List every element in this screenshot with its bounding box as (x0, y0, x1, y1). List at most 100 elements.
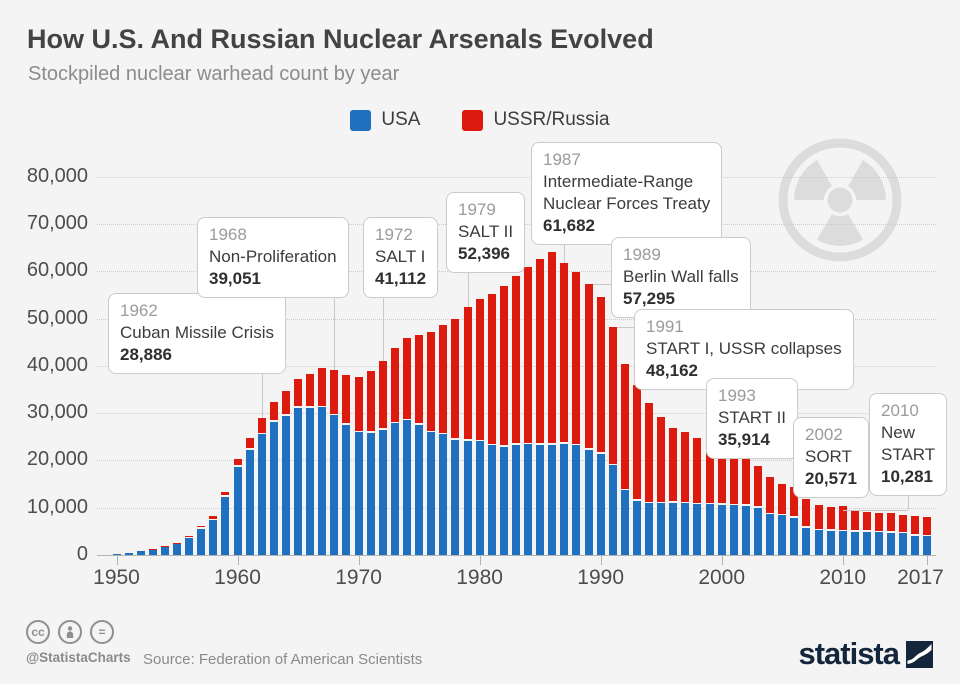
usa-bar (778, 515, 787, 555)
annotation-year: 1962 (120, 301, 158, 320)
ussr-bar (330, 370, 339, 414)
ussr-bar (209, 516, 218, 519)
ussr-bar (390, 348, 399, 422)
annotation-label: SORT (805, 447, 852, 466)
ussr-bar (354, 376, 363, 431)
ussr-bar (705, 443, 714, 503)
annotation-box: 1993 START II 35,914 (706, 378, 799, 459)
annotation-label: START II (718, 408, 787, 427)
usa-bar (862, 531, 871, 555)
ussr-bar (766, 477, 775, 513)
legend: USA USSR/Russia (0, 109, 960, 131)
annotation-box: 2010 New START 10,281 (869, 393, 948, 496)
axis-tick (117, 556, 118, 565)
usa-bar (560, 443, 569, 555)
y-axis-label: 0 (76, 543, 88, 565)
legend-label-ussr: USSR/Russia (493, 109, 610, 130)
annotation-value: 57,295 (623, 289, 675, 308)
usa-bar (511, 444, 520, 555)
usa-bar (160, 546, 169, 555)
ussr-bar (402, 337, 411, 419)
ussr-bar (669, 428, 678, 502)
usa-bar (330, 415, 339, 555)
y-axis-label: 80,000 (26, 164, 88, 187)
annotation-label: SALT II (458, 222, 514, 241)
annotation-label: START I, USSR collapses (646, 339, 842, 358)
annotation-box: 1979 SALT II 52,396 (446, 192, 526, 273)
ussr-bar (887, 513, 896, 532)
ussr-bar (657, 416, 666, 502)
usa-bar (717, 504, 726, 555)
usa-bar (754, 507, 762, 555)
usa-bar (378, 429, 387, 555)
statista-logo: statista (798, 636, 933, 672)
annotation-connector (842, 510, 908, 511)
usa-bar (136, 551, 145, 555)
ussr-bar (185, 535, 194, 537)
usa-bar (911, 536, 920, 555)
x-axis-label: 2010 (819, 566, 867, 589)
ussr-bar (378, 360, 387, 429)
ussr-bar (729, 453, 738, 504)
usa-bar (657, 503, 666, 555)
ussr-bar (693, 438, 702, 503)
usa-bar (572, 445, 581, 555)
usa-bar (390, 423, 399, 555)
usa-bar (645, 503, 654, 555)
legend-swatch-usa (350, 109, 372, 131)
ussr-bar (911, 516, 920, 535)
ussr-bar (511, 275, 520, 444)
ussr-bar (584, 284, 593, 449)
ussr-bar (524, 267, 533, 443)
annotation-value: 48,162 (646, 361, 698, 380)
ussr-bar (173, 542, 182, 544)
annotation-connector (468, 273, 469, 308)
annotation-box: 1989 Berlin Wall falls 57,295 (611, 237, 751, 318)
usa-bar (899, 533, 908, 555)
usa-bar (233, 466, 242, 555)
ussr-bar (899, 514, 908, 532)
usa-bar (148, 549, 157, 555)
y-axis-label: 50,000 (26, 306, 88, 329)
annotation-connector (383, 298, 384, 361)
ussr-bar (826, 506, 835, 530)
usa-bar (221, 496, 230, 555)
axis-tick (601, 556, 602, 565)
ussr-bar (741, 457, 750, 505)
ussr-bar (318, 367, 327, 406)
annotation-label: New START (881, 423, 936, 464)
x-axis-label: 1960 (214, 566, 261, 589)
ussr-bar (536, 259, 545, 443)
radiation-icon (778, 138, 902, 262)
usa-bar (185, 537, 194, 555)
x-axis-label: 2017 (897, 566, 944, 589)
ussr-bar (487, 293, 496, 444)
y-axis-label: 10,000 (26, 495, 88, 518)
usa-bar (705, 504, 714, 555)
x-axis-label: 1970 (335, 566, 382, 589)
annotation-year: 2002 (805, 425, 843, 444)
legend-swatch-ussr (462, 109, 484, 131)
ussr-bar (754, 466, 762, 507)
annotation-label: SALT I (375, 247, 426, 266)
ussr-bar (221, 491, 230, 496)
ussr-bar (681, 431, 690, 502)
usa-bar (342, 424, 351, 555)
usa-bar (766, 514, 775, 555)
ussr-bar (281, 391, 290, 415)
statista-handle: @StatistaCharts (26, 650, 131, 665)
axis-tick (238, 556, 239, 565)
ussr-bar (560, 263, 569, 443)
usa-bar (814, 530, 823, 555)
usa-bar (669, 502, 678, 555)
usa-bar (741, 505, 750, 555)
usa-bar (281, 415, 290, 555)
usa-bar (632, 500, 641, 555)
y-axis-label: 40,000 (26, 353, 88, 376)
usa-bar (294, 407, 303, 555)
axis-tick (359, 556, 360, 565)
statista-wordmark: statista (798, 636, 900, 671)
usa-bar (427, 432, 436, 555)
annotation-year: 2010 (881, 401, 919, 420)
